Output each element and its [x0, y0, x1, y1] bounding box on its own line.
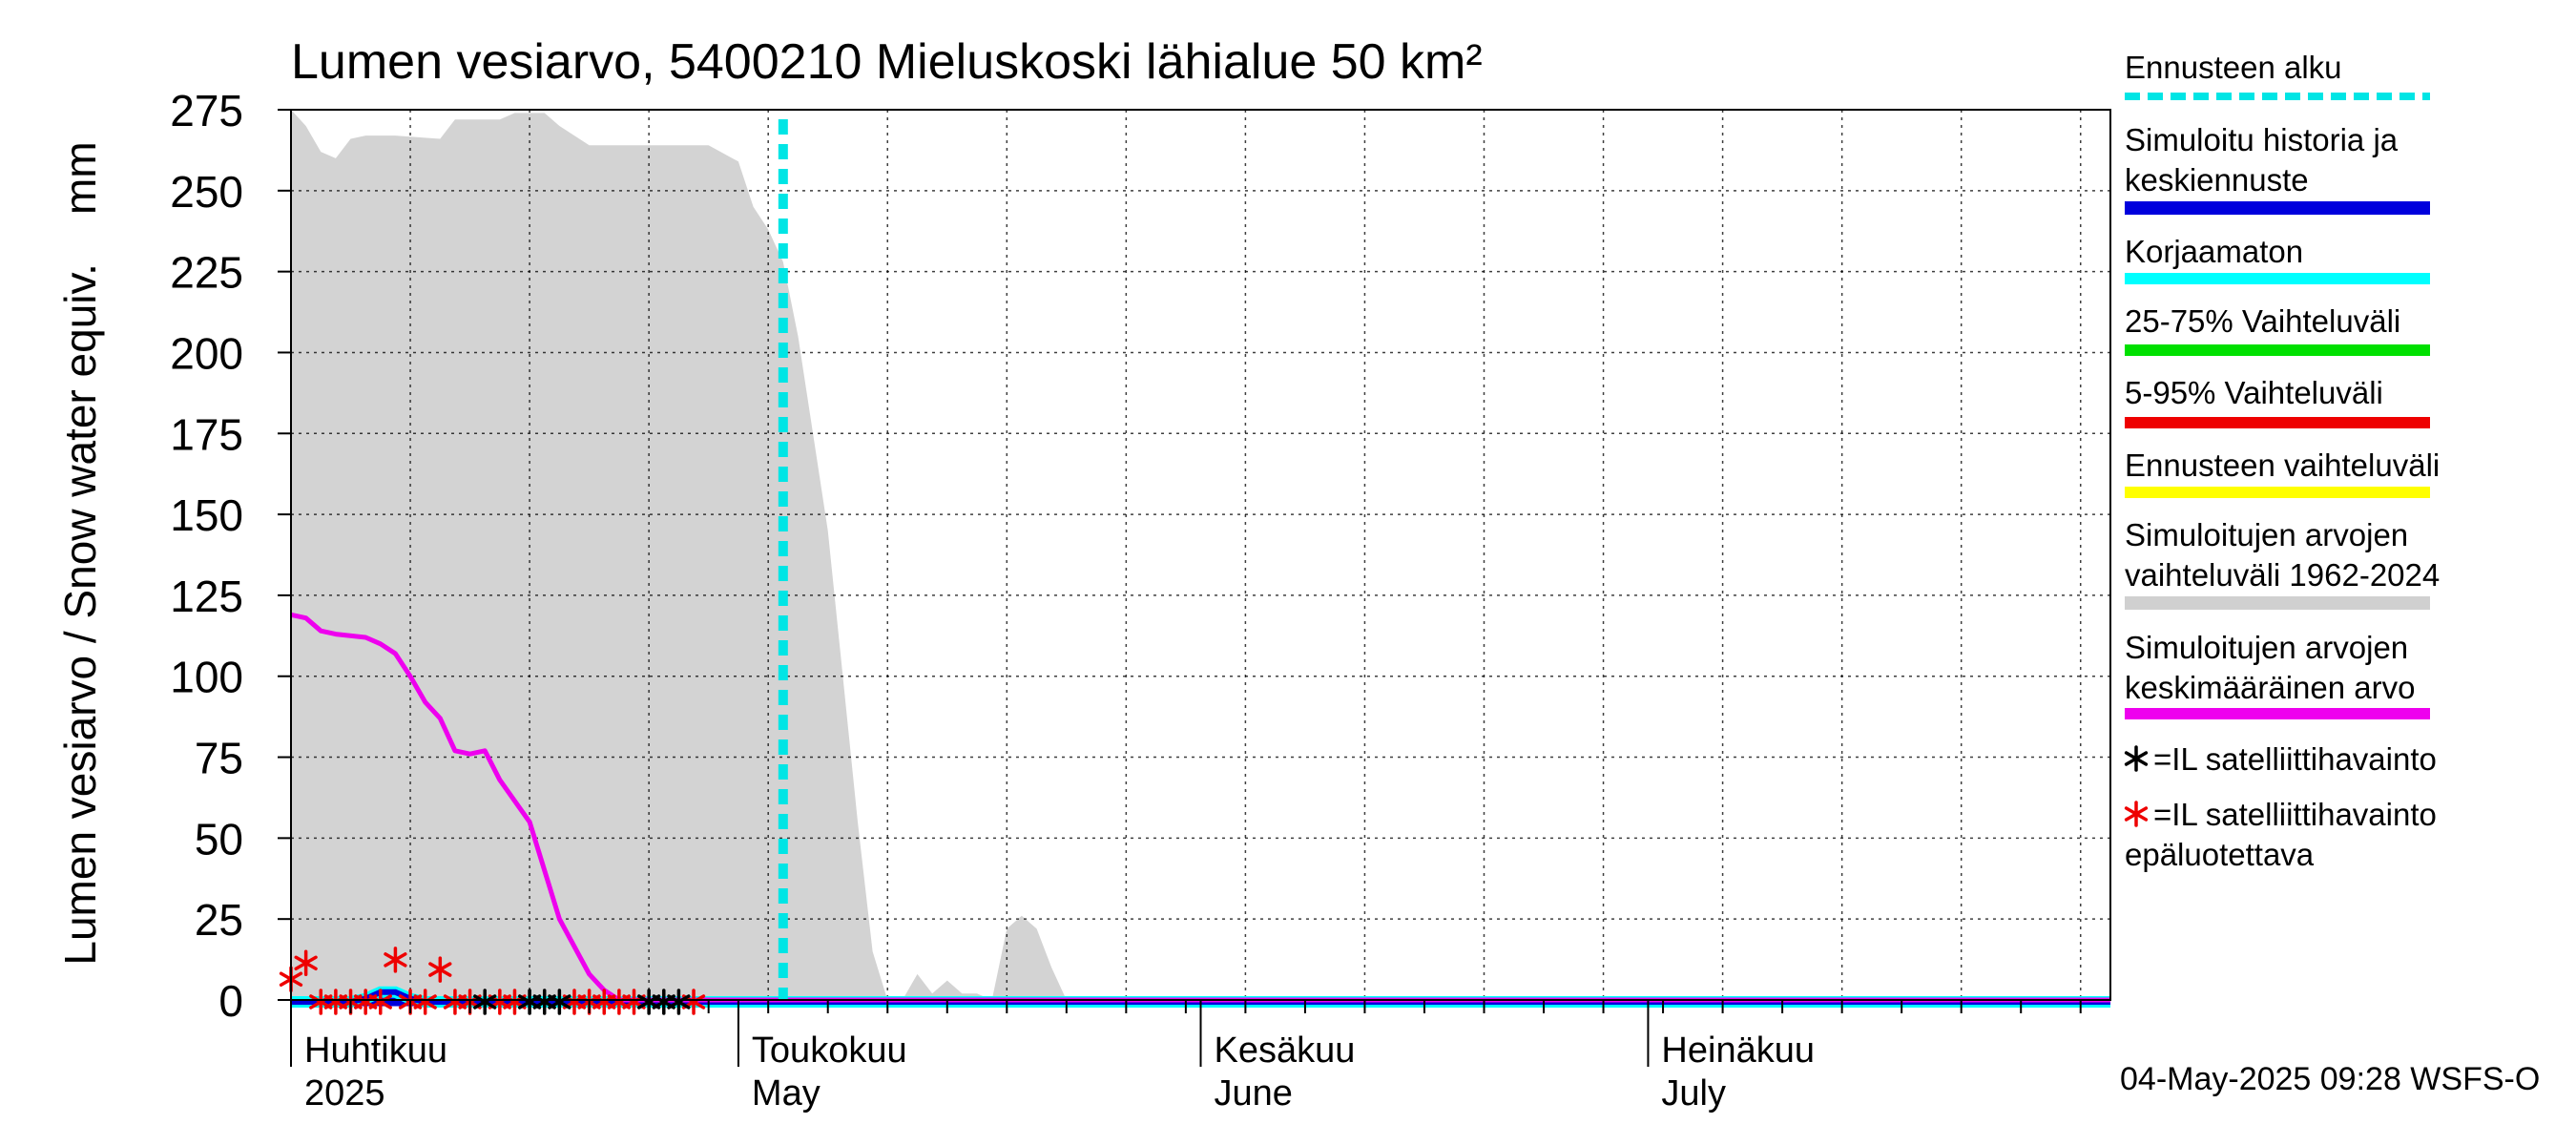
legend-label: vaihteluväli 1962-2024 [2125, 557, 2440, 593]
y-tick-label: 250 [170, 167, 243, 217]
y-tick-label: 25 [195, 895, 243, 945]
legend-label: =IL satelliittihavainto [2153, 741, 2437, 777]
satellite-marker [667, 989, 691, 1015]
y-tick-label: 125 [170, 572, 243, 621]
month-label-en: 2025 [304, 1073, 385, 1114]
month-label-fi: Toukokuu [752, 1030, 907, 1071]
y-tick-label: 0 [218, 976, 243, 1026]
satellite-marker [473, 989, 497, 1015]
legend-label: Korjaamaton [2125, 234, 2303, 269]
y-tick-label: 200 [170, 328, 243, 378]
month-label-en: June [1215, 1073, 1293, 1114]
legend-label: Simuloitujen arvojen [2125, 517, 2408, 552]
legend-label: =IL satelliittihavainto [2153, 797, 2437, 832]
legend-label: Ennusteen vaihteluväli [2125, 448, 2440, 483]
month-label-en: May [752, 1073, 821, 1114]
month-label-fi: Heinäkuu [1661, 1030, 1815, 1071]
y-tick-label: 75 [195, 734, 243, 783]
unreliable-satellite-marker [428, 956, 452, 983]
historical-range-layer [291, 110, 1186, 1000]
y-tick-label: 175 [170, 409, 243, 459]
y-axis-label: Lumen vesiarvo / Snow water equiv. mm [55, 141, 105, 965]
footer-timestamp: 04-May-2025 09:28 WSFS-O [2120, 1061, 2540, 1097]
historical-range-area [291, 110, 1186, 1000]
grid-layer [291, 109, 2110, 1001]
unreliable-satellite-marker [294, 949, 318, 977]
satellite-marker [548, 989, 571, 1015]
legend-satellite-icon [2124, 745, 2149, 772]
month-label-en: July [1661, 1073, 1726, 1114]
legend-label: 5-95% Vaihteluväli [2125, 375, 2383, 410]
legend-label: 25-75% Vaihteluväli [2125, 303, 2400, 339]
chart-title: Lumen vesiarvo, 5400210 Mieluskoski lähi… [291, 34, 1483, 90]
legend-label: Simuloitu historia ja [2125, 122, 2399, 157]
y-tick-label: 150 [170, 490, 243, 540]
month-label-fi: Huhtikuu [304, 1030, 447, 1071]
month-label-fi: Kesäkuu [1215, 1030, 1356, 1071]
legend: Ennusteen alku Simuloitu historia ja keski… [2124, 50, 2440, 872]
y-tick-label: 225 [170, 248, 243, 298]
unreliable-satellite-marker [384, 947, 407, 973]
y-tick-label: 275 [170, 86, 243, 135]
axis-layer: 0 25 50 75 100 125 150 175 200 225 250 275 Huhtikuu2… [170, 86, 2111, 1114]
legend-label: keskiennuste [2125, 162, 2309, 198]
legend-label: keskimääräinen arvo [2125, 670, 2415, 705]
legend-label: Simuloitujen arvojen [2125, 630, 2408, 665]
legend-label: Ennusteen alku [2125, 50, 2342, 85]
unreliable-satellite-marker [368, 989, 392, 1015]
y-tick-label: 100 [170, 653, 243, 702]
legend-unreliable-satellite-icon [2124, 801, 2149, 827]
unreliable-satellite-marker [413, 989, 437, 1015]
y-tick-label: 50 [195, 814, 243, 864]
legend-label: epäluotettava [2125, 837, 2315, 872]
